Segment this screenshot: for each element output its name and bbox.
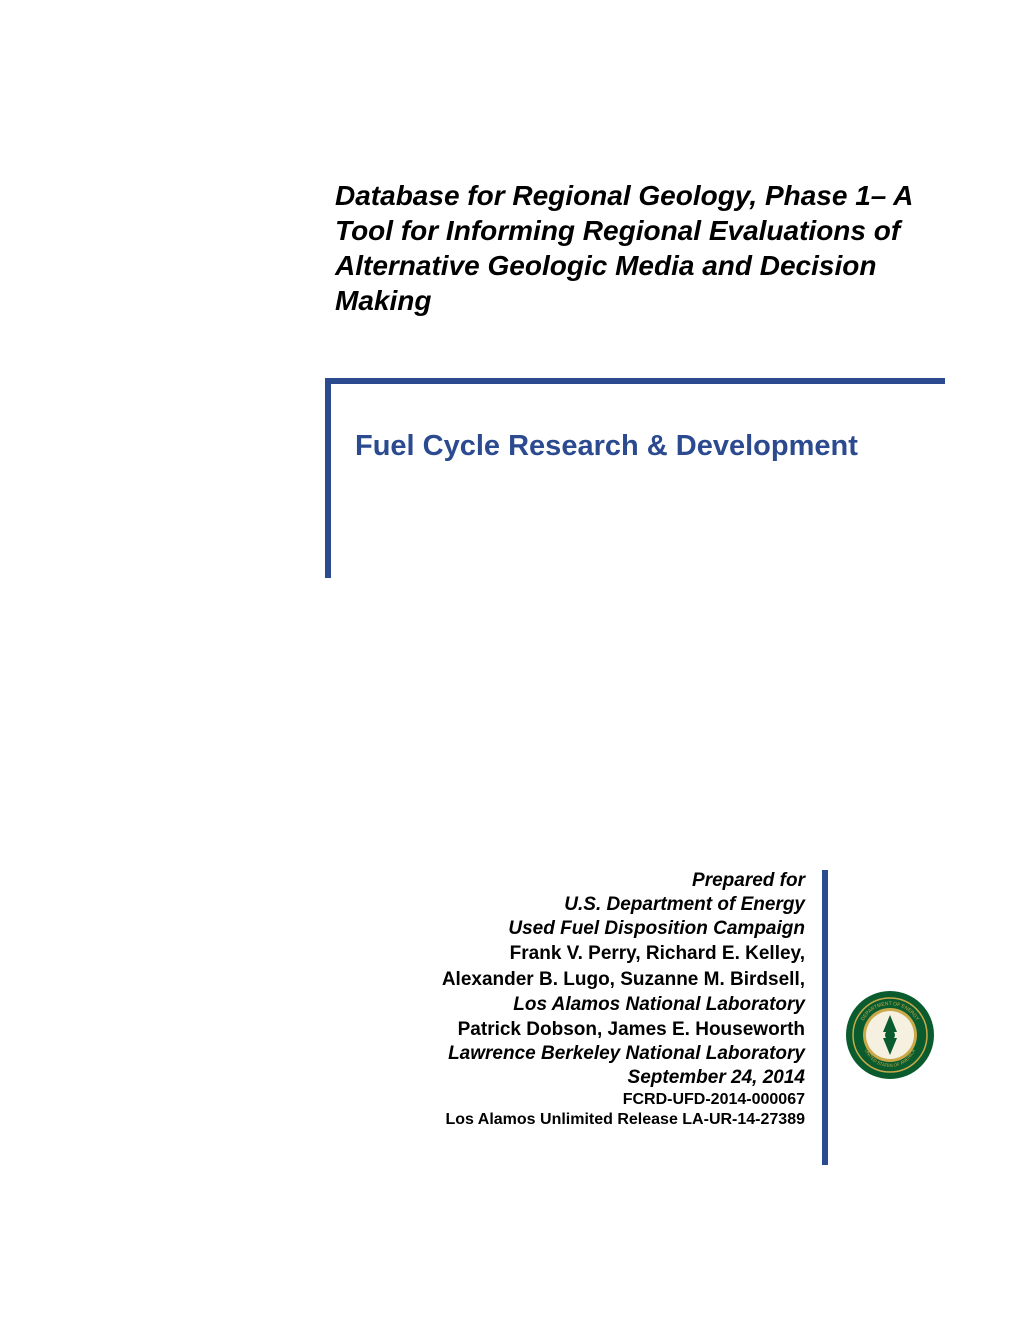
horizontal-rule bbox=[325, 378, 945, 384]
campaign-name: Used Fuel Disposition Campaign bbox=[240, 918, 805, 940]
lab-2: Lawrence Berkeley National Laboratory bbox=[240, 1043, 805, 1065]
title-block: Database for Regional Geology, Phase 1– … bbox=[335, 178, 915, 318]
release-id: Los Alamos Unlimited Release LA-UR-14-27… bbox=[240, 1111, 805, 1129]
vertical-rule-top bbox=[325, 378, 331, 578]
authors-line-1: Frank V. Perry, Richard E. Kelley, bbox=[240, 942, 805, 966]
authors-line-3: Patrick Dobson, James E. Houseworth bbox=[240, 1018, 805, 1042]
publication-date: September 24, 2014 bbox=[240, 1067, 805, 1089]
department-name: U.S. Department of Energy bbox=[240, 894, 805, 916]
vertical-rule-bottom bbox=[822, 870, 828, 1165]
credits-block: Prepared for U.S. Department of Energy U… bbox=[240, 870, 805, 1131]
prepared-for-label: Prepared for bbox=[240, 870, 805, 892]
authors-line-2: Alexander B. Lugo, Suzanne M. Birdsell, bbox=[240, 968, 805, 992]
doe-seal-icon: DEPARTMENT OF ENERGY UNITED STATES OF AM… bbox=[845, 990, 935, 1080]
lab-1: Los Alamos National Laboratory bbox=[240, 994, 805, 1016]
program-name: Fuel Cycle Research & Development bbox=[355, 430, 858, 463]
document-cover-page: Database for Regional Geology, Phase 1– … bbox=[0, 0, 1020, 1320]
document-id: FCRD-UFD-2014-000067 bbox=[240, 1091, 805, 1109]
document-title: Database for Regional Geology, Phase 1– … bbox=[335, 178, 915, 318]
